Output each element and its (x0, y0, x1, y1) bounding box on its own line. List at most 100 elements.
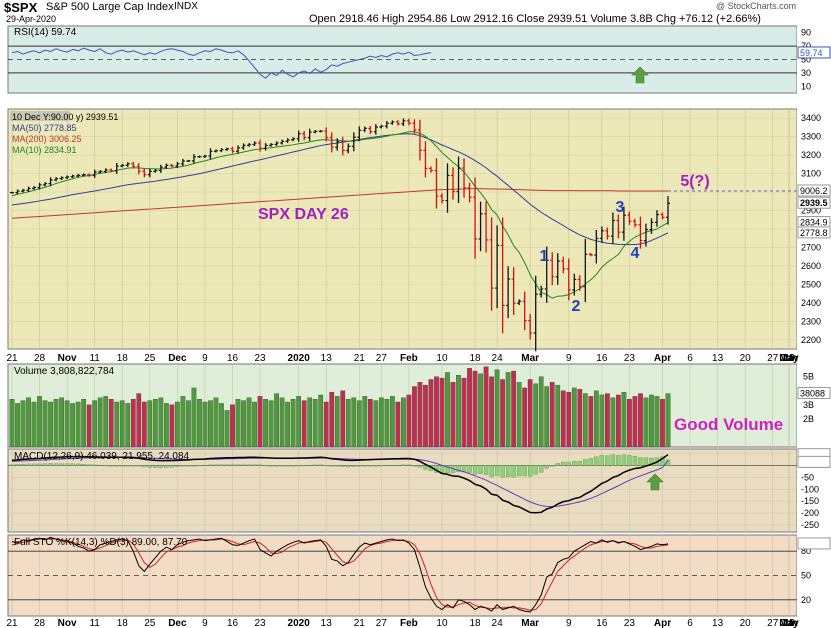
volume-bar (472, 370, 478, 448)
macd-histogram-bar (379, 465, 384, 467)
macd-histogram-bar (98, 464, 103, 466)
macd-histogram-bar (9, 464, 15, 466)
volume-bar (660, 399, 665, 448)
volume-bar (31, 401, 37, 448)
volume-bar (213, 397, 219, 448)
x-tick-label: 11 (89, 618, 100, 628)
volume-bar (219, 403, 224, 448)
macd-histogram-bar (208, 464, 213, 466)
volume-bar (114, 401, 120, 448)
macd-up-arrow (646, 473, 664, 491)
rsi-line (11, 47, 432, 79)
macd-histogram-bar (445, 465, 450, 474)
volume-bar (362, 396, 368, 448)
ma10-legend: MA(10) 2834.91 (12, 145, 77, 155)
ma-line-ma10 (11, 131, 669, 299)
macd-histogram-bar (307, 464, 312, 466)
price-tick-label: 2600 (801, 261, 821, 271)
macd-histogram-bar (616, 455, 621, 466)
volume-bar (356, 400, 362, 448)
chart-date: 29-Apr-2020 (6, 14, 57, 24)
macd-tick-label: -200 (801, 508, 819, 518)
x-tick-label: 18 (117, 353, 129, 364)
volume-bar (285, 401, 290, 448)
volume-bar (599, 394, 605, 448)
macd-histogram-bar (53, 463, 59, 466)
macd-histogram-bar (103, 465, 108, 467)
volume-bar (152, 399, 158, 448)
volume-bar (290, 399, 296, 448)
rsi-tick-label: 10 (801, 81, 811, 91)
macd-histogram-bar (114, 465, 119, 467)
volume-bar (279, 397, 285, 448)
volume-bar (141, 401, 147, 448)
rsi-tick-label: 90 (801, 28, 811, 38)
price-tick-label: 3100 (801, 169, 821, 179)
macd-histogram-bar (235, 464, 241, 466)
macd-histogram-bar (588, 458, 593, 466)
volume-bar (340, 390, 346, 448)
x-tick-label: 18 (783, 353, 795, 364)
macd-tick-label: -50 (801, 472, 814, 482)
volume-bar (20, 400, 26, 448)
price-tick-label: 2400 (801, 298, 821, 308)
x-tick-label: 2020 (288, 353, 311, 364)
macd-histogram-bar (147, 465, 152, 468)
macd-histogram-bar (324, 465, 329, 467)
volume-bar (164, 403, 169, 448)
macd-histogram-bar (533, 465, 538, 475)
volume-bar (130, 399, 136, 448)
macd-histogram-bar (257, 464, 263, 466)
volume-bar (610, 397, 616, 448)
volume-bar (180, 396, 186, 448)
x-tick-label: 26 (783, 618, 795, 628)
volume-bar (439, 377, 445, 448)
macd-histogram-bar (224, 464, 230, 466)
price-tick-label: 2500 (801, 279, 821, 289)
volume-bar (577, 389, 583, 448)
sto-last-box (797, 537, 831, 550)
volume-bar (378, 397, 384, 448)
x-tick-label: 2020 (288, 618, 311, 628)
macd-histogram-bar (362, 465, 367, 467)
macd-histogram-bar (180, 465, 186, 467)
price-tick-label: 2900 (801, 206, 821, 216)
volume-bar (538, 376, 544, 448)
x-tick-label: 27 (376, 353, 388, 364)
volume-bar (373, 400, 379, 448)
volume-bar (274, 393, 279, 448)
volume-bar (593, 390, 599, 448)
volume-bar (428, 379, 434, 448)
volume-bar (483, 366, 489, 448)
price-right-label: 2778.8 (800, 228, 828, 238)
x-tick-label: 23 (255, 353, 267, 364)
volume-bar (395, 401, 401, 448)
volume-bar (638, 393, 643, 448)
volume-bar (86, 404, 92, 448)
x-tick-label: 10 (436, 353, 448, 364)
x-tick-label: Nov (58, 353, 77, 364)
volume-bar (450, 382, 456, 448)
x-tick-label: 11 (784, 353, 795, 364)
macd-histogram-bar (92, 464, 97, 466)
macd-histogram-bar (302, 465, 307, 467)
volume-tick-label: 5B (803, 372, 814, 382)
macd-histogram-bar (550, 465, 555, 467)
x-tick-label: 21 (354, 618, 366, 628)
macd-histogram-bar (42, 463, 48, 466)
volume-bar (208, 400, 213, 448)
macd-histogram-bar (268, 465, 274, 467)
volume-bar (230, 404, 235, 448)
x-tick-label: 26 (783, 353, 795, 364)
ohlc-readout: Open 2918.46 High 2954.86 Low 2912.16 Cl… (309, 13, 761, 25)
x-tick-label: 18 (469, 353, 481, 364)
x-tick-label: May (779, 618, 799, 628)
macd-histogram-bar (59, 463, 64, 466)
macd-histogram-bar (511, 465, 516, 478)
volume-bar (445, 372, 450, 448)
volume-bar (257, 396, 263, 448)
x-tick-label: 21 (6, 353, 18, 364)
macd-histogram-bar (621, 454, 627, 466)
volume-bar (560, 390, 566, 448)
macd-histogram-bar (605, 455, 610, 466)
